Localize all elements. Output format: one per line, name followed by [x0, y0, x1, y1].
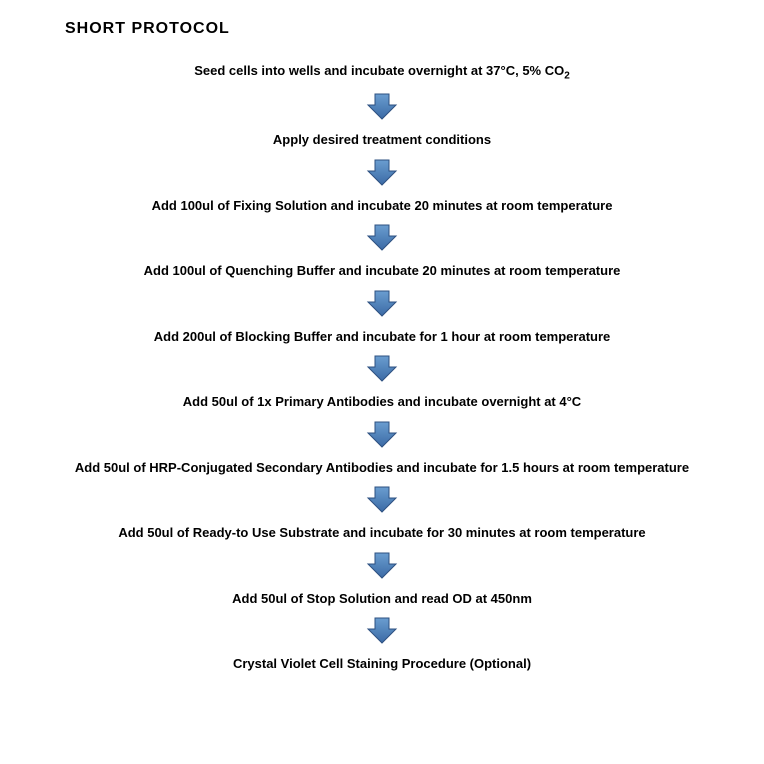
arrow-icon — [366, 550, 398, 580]
step-1: Seed cells into wells and incubate overn… — [194, 62, 570, 83]
arrow-icon — [366, 288, 398, 318]
arrow-icon — [366, 222, 398, 252]
step-2: Apply desired treatment conditions — [273, 131, 491, 149]
arrow-icon — [366, 484, 398, 514]
protocol-flowchart: Seed cells into wells and incubate overn… — [40, 56, 724, 681]
arrow-icon — [366, 615, 398, 645]
step-1-subscript: 2 — [564, 71, 570, 82]
step-9: Add 50ul of Stop Solution and read OD at… — [232, 590, 532, 608]
step-7: Add 50ul of HRP-Conjugated Secondary Ant… — [75, 459, 689, 477]
step-5: Add 200ul of Blocking Buffer and incubat… — [154, 328, 611, 346]
step-6: Add 50ul of 1x Primary Antibodies and in… — [183, 393, 581, 411]
step-10: Crystal Violet Cell Staining Procedure (… — [233, 655, 531, 673]
step-8: Add 50ul of Ready-to Use Substrate and i… — [118, 524, 645, 542]
arrow-icon — [366, 353, 398, 383]
arrow-icon — [366, 157, 398, 187]
step-4: Add 100ul of Quenching Buffer and incuba… — [144, 262, 621, 280]
step-1-label: Seed cells into wells and incubate overn… — [194, 63, 564, 78]
arrow-icon — [366, 419, 398, 449]
step-3: Add 100ul of Fixing Solution and incubat… — [152, 197, 613, 215]
protocol-title: SHORT PROTOCOL — [65, 20, 724, 38]
arrow-icon — [366, 91, 398, 121]
